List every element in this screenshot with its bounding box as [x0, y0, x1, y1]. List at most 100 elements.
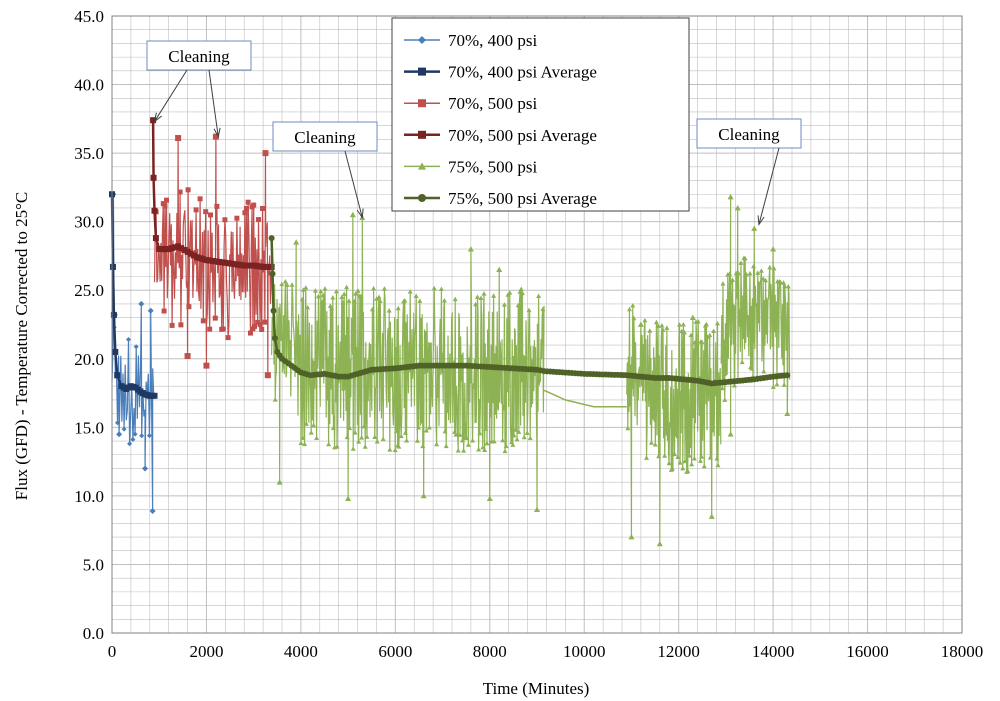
data-point: [168, 245, 175, 252]
data-point: [393, 428, 399, 434]
data-point: [719, 385, 725, 391]
data-point: [262, 319, 268, 325]
data-point: [344, 434, 350, 440]
data-point: [682, 458, 688, 464]
data-point: [516, 429, 522, 434]
series-75-500-psi: [271, 193, 791, 547]
data-point: [751, 225, 758, 231]
data-point: [703, 321, 709, 327]
data-point: [374, 439, 380, 444]
data-point: [507, 290, 513, 295]
data-point: [418, 99, 426, 108]
data-point: [679, 328, 685, 334]
data-point: [169, 322, 175, 328]
data-point: [423, 427, 429, 433]
data-point: [420, 492, 427, 499]
legend-entry: 70%, 400 psi: [404, 31, 538, 50]
data-point: [689, 461, 695, 467]
data-point: [175, 135, 182, 142]
annotation-arrow: [344, 150, 363, 218]
data-point: [734, 204, 741, 211]
y-tick-label: 0.0: [83, 624, 104, 643]
data-point: [625, 425, 631, 431]
data-point: [785, 283, 791, 289]
data-point: [697, 458, 703, 463]
data-point: [203, 209, 209, 215]
data-point: [339, 294, 345, 300]
data-point: [212, 133, 219, 140]
data-point: [459, 437, 465, 443]
data-point: [688, 332, 694, 337]
data-point: [402, 430, 408, 435]
plot-area: [109, 117, 791, 547]
annotation-box: [272, 121, 378, 152]
data-point: [315, 293, 321, 299]
data-point: [234, 215, 240, 221]
data-point: [130, 437, 136, 443]
data-point: [355, 288, 361, 293]
data-point: [350, 446, 356, 451]
data-point: [511, 432, 517, 438]
data-point: [664, 325, 670, 330]
data-point: [476, 447, 482, 452]
data-point: [483, 426, 489, 431]
data-point: [784, 372, 791, 379]
annotations: Cleaning Cleaning Cleaning: [146, 40, 802, 226]
data-point: [513, 427, 519, 432]
data-point: [162, 203, 168, 209]
data-point: [115, 420, 120, 426]
annotation-label: Cleaning: [168, 47, 230, 66]
data-point: [222, 217, 228, 223]
data-point: [133, 344, 139, 350]
data-point: [346, 298, 352, 303]
data-point: [318, 288, 324, 294]
data-point: [146, 433, 152, 439]
data-point: [464, 435, 470, 441]
data-point: [112, 348, 119, 355]
data-point: [414, 438, 420, 443]
data-point: [681, 329, 687, 335]
data-point: [282, 278, 288, 284]
x-tick-label: 4000: [284, 642, 318, 661]
x-tick-label: 8000: [473, 642, 507, 661]
data-point: [760, 276, 766, 281]
data-point: [299, 296, 305, 302]
data-point: [330, 294, 336, 300]
data-point: [126, 337, 131, 343]
data-point: [631, 315, 637, 321]
data-point: [311, 422, 317, 428]
series-70-400-psi-average: [109, 191, 158, 399]
data-point: [334, 444, 340, 449]
data-point: [181, 247, 188, 254]
data-point: [361, 423, 367, 429]
data-point: [303, 285, 309, 290]
data-point: [228, 260, 235, 267]
data-point: [503, 443, 509, 449]
data-point: [755, 270, 761, 275]
data-point: [708, 513, 715, 519]
data-point: [206, 257, 213, 264]
data-point: [770, 246, 777, 252]
series-line: [271, 214, 545, 510]
data-point: [190, 252, 197, 259]
series-line: [543, 389, 627, 408]
data-point: [247, 262, 254, 269]
data-point: [345, 495, 352, 502]
data-point: [212, 315, 218, 321]
y-tick-label: 15.0: [74, 418, 104, 437]
data-point: [647, 328, 653, 333]
annotation-label: Cleaning: [718, 125, 780, 144]
data-point: [351, 298, 357, 304]
data-point: [486, 495, 493, 502]
data-point: [253, 262, 260, 269]
data-point: [473, 301, 479, 307]
data-point: [225, 335, 231, 341]
data-point: [418, 194, 426, 202]
data-point: [159, 246, 166, 253]
data-point: [245, 199, 251, 205]
annotation-label: Cleaning: [294, 128, 356, 147]
data-point: [207, 326, 213, 332]
data-point: [142, 465, 149, 472]
data-point: [264, 372, 271, 379]
